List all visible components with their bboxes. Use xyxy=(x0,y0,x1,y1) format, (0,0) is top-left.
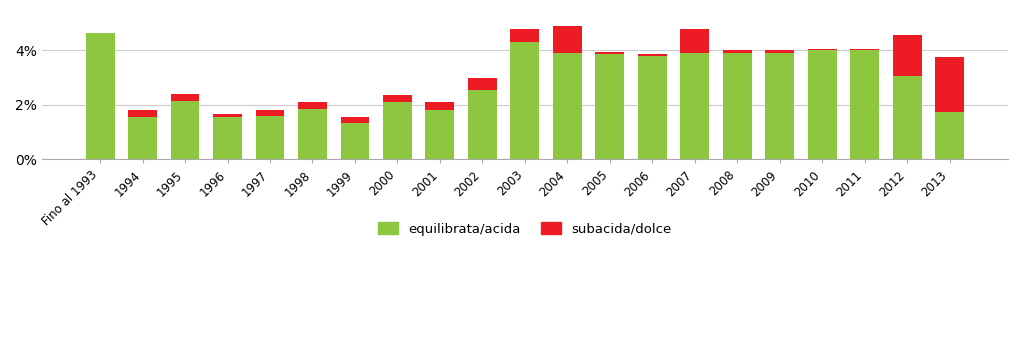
Bar xyxy=(510,42,539,159)
Bar xyxy=(850,50,879,159)
Bar xyxy=(256,116,284,159)
Bar xyxy=(808,50,837,159)
Bar xyxy=(256,110,284,116)
Bar xyxy=(128,110,157,117)
Bar xyxy=(86,33,115,159)
Bar xyxy=(638,55,667,56)
Bar xyxy=(808,49,837,50)
Bar xyxy=(595,52,624,55)
Bar xyxy=(638,56,667,159)
Legend: equilibrata/acida, subacida/dolce: equilibrata/acida, subacida/dolce xyxy=(371,216,678,242)
Bar xyxy=(171,101,199,159)
Bar xyxy=(935,112,964,159)
Bar xyxy=(171,94,199,101)
Bar xyxy=(383,95,412,102)
Bar xyxy=(510,29,539,42)
Bar xyxy=(341,117,369,122)
Bar xyxy=(893,76,922,159)
Bar xyxy=(935,57,964,112)
Bar xyxy=(468,90,497,159)
Bar xyxy=(468,78,497,90)
Bar xyxy=(298,102,327,109)
Bar xyxy=(723,53,752,159)
Bar xyxy=(383,102,412,159)
Bar xyxy=(426,102,454,110)
Bar xyxy=(341,122,369,159)
Bar xyxy=(298,109,327,159)
Bar xyxy=(128,117,157,159)
Bar xyxy=(765,53,794,159)
Bar xyxy=(893,36,922,76)
Bar xyxy=(552,53,582,159)
Bar xyxy=(765,50,794,53)
Bar xyxy=(680,29,709,53)
Bar xyxy=(680,53,709,159)
Bar xyxy=(595,55,624,159)
Bar xyxy=(723,50,752,53)
Bar xyxy=(213,117,242,159)
Bar xyxy=(213,114,242,117)
Bar xyxy=(850,49,879,50)
Bar xyxy=(426,110,454,159)
Bar xyxy=(552,26,582,53)
